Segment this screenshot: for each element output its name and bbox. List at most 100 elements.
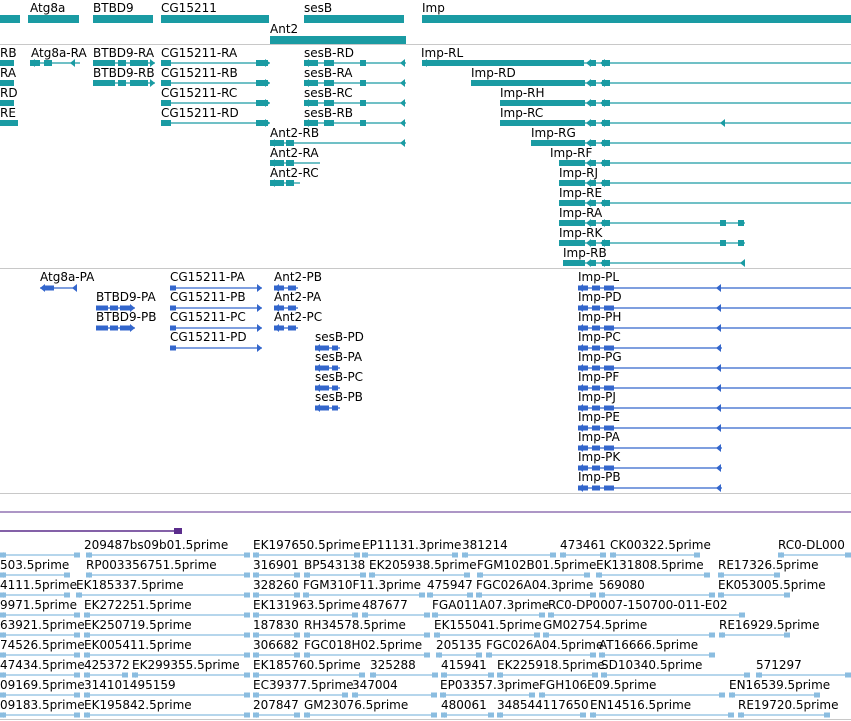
transcript-label[interactable]: RB bbox=[0, 46, 17, 60]
est-label[interactable]: 473461 bbox=[560, 538, 606, 552]
est-label[interactable]: GM23076.5prime bbox=[304, 698, 409, 712]
est-label[interactable]: 325288 bbox=[370, 658, 416, 672]
est-label[interactable]: EK195842.5prime bbox=[84, 698, 192, 712]
transcript-label[interactable]: RD bbox=[0, 86, 18, 100]
gene-label-sesb[interactable]: sesB bbox=[304, 1, 333, 15]
est-label[interactable]: EC39377.5prime bbox=[253, 678, 354, 692]
transcript-label[interactable]: BTBD9-RB bbox=[93, 66, 155, 80]
est-label[interactable]: EK053005.5prime bbox=[718, 578, 826, 592]
est-label[interactable]: 9971.5prime bbox=[0, 598, 77, 612]
transcript-label[interactable]: sesB-RC bbox=[304, 86, 353, 100]
est-label[interactable]: 328260 bbox=[253, 578, 299, 592]
transcript-label[interactable]: RE bbox=[0, 106, 16, 120]
est-label[interactable]: FGC026A04.3prime bbox=[476, 578, 594, 592]
transcript-label[interactable]: Imp-RB bbox=[563, 246, 607, 260]
est-label[interactable]: 205135 bbox=[436, 638, 482, 652]
est-label[interactable]: EK205938.5prime bbox=[369, 558, 477, 572]
est-label[interactable]: BP543138 bbox=[304, 558, 366, 572]
est-label[interactable]: RC0-DP0007-150700-011-E02 bbox=[548, 598, 728, 612]
est-label[interactable]: 425372 bbox=[84, 658, 130, 672]
est-label[interactable]: 415941 bbox=[441, 658, 487, 672]
est-label[interactable]: EK197650.5prime bbox=[253, 538, 361, 552]
est-label[interactable]: FGM310F11.3prime bbox=[303, 578, 422, 592]
est-label[interactable]: 316901 bbox=[253, 558, 299, 572]
est-label[interactable]: RH34578.5prime bbox=[304, 618, 406, 632]
transcript-label[interactable]: Imp-RE bbox=[559, 186, 603, 200]
protein-label[interactable]: sesB-PB bbox=[315, 390, 363, 404]
est-label[interactable]: FGH106E09.5prime bbox=[539, 678, 657, 692]
transcript-label[interactable]: RA bbox=[0, 66, 17, 80]
est-label[interactable]: FGM102B01.5prime bbox=[477, 558, 597, 572]
transcript-label[interactable]: Imp-RF bbox=[550, 146, 593, 160]
transcript-label[interactable]: BTBD9-RA bbox=[93, 46, 155, 60]
est-label[interactable]: 47434.5prime bbox=[0, 658, 85, 672]
est-label[interactable]: 381214 bbox=[462, 538, 508, 552]
est-label[interactable]: FGC018H02.5prime bbox=[304, 638, 423, 652]
est-label[interactable]: EK185760.5prime bbox=[253, 658, 361, 672]
est-label[interactable]: 4111.5prime bbox=[0, 578, 77, 592]
transcript-label[interactable]: sesB-RB bbox=[304, 106, 354, 120]
gene-label-imp[interactable]: Imp bbox=[422, 1, 445, 15]
est-label[interactable]: 09169.5prime bbox=[0, 678, 85, 692]
protein-label[interactable]: sesB-PA bbox=[315, 350, 363, 364]
est-label[interactable]: 314101495159 bbox=[84, 678, 176, 692]
transcript-label[interactable]: Ant2-RC bbox=[270, 166, 319, 180]
protein-label[interactable]: Atg8a-PA bbox=[40, 270, 95, 284]
est-label[interactable]: EP11131.3prime bbox=[362, 538, 462, 552]
est-label[interactable]: EK272251.5prime bbox=[84, 598, 192, 612]
transcript-label[interactable]: Imp-RL bbox=[421, 46, 464, 60]
est-label[interactable]: 571297 bbox=[756, 658, 802, 672]
est-label[interactable]: EN16539.5prime bbox=[729, 678, 831, 692]
protein-label[interactable]: Ant2-PC bbox=[274, 310, 323, 324]
est-label[interactable]: 480061 bbox=[441, 698, 487, 712]
protein-label[interactable]: Imp-PL bbox=[578, 270, 620, 284]
est-label[interactable]: 503.5prime bbox=[0, 558, 70, 572]
transcript-label[interactable]: Imp-RK bbox=[559, 226, 603, 240]
protein-label[interactable]: Imp-PG bbox=[578, 350, 622, 364]
transcript-label[interactable]: sesB-RD bbox=[304, 46, 355, 60]
protein-label[interactable]: sesB-PD bbox=[315, 330, 364, 344]
est-label[interactable]: 63921.5prime bbox=[0, 618, 85, 632]
gene-label-atg8a[interactable]: Atg8a bbox=[30, 1, 66, 15]
protein-label[interactable]: CG15211-PC bbox=[170, 310, 246, 324]
gene-label-ant2[interactable]: Ant2 bbox=[270, 22, 299, 36]
protein-label[interactable]: sesB-PC bbox=[315, 370, 364, 384]
protein-label[interactable]: CG15211-PB bbox=[170, 290, 246, 304]
est-label[interactable]: 569080 bbox=[599, 578, 645, 592]
transcript-label[interactable]: sesB-RA bbox=[304, 66, 353, 80]
est-label[interactable]: EK299355.5prime bbox=[132, 658, 240, 672]
protein-label[interactable]: CG15211-PD bbox=[170, 330, 247, 344]
transcript-label[interactable]: CG15211-RB bbox=[161, 66, 238, 80]
est-label[interactable]: RC0-DL000 bbox=[778, 538, 845, 552]
est-label[interactable]: 348544117650 bbox=[497, 698, 589, 712]
est-label[interactable]: EN14516.5prime bbox=[590, 698, 692, 712]
est-label[interactable]: AT16666.5prime bbox=[599, 638, 699, 652]
transcript-label[interactable]: Imp-RH bbox=[500, 86, 545, 100]
protein-label[interactable]: BTBD9-PA bbox=[96, 290, 156, 304]
est-label[interactable]: 74526.5prime bbox=[0, 638, 85, 652]
protein-label[interactable]: Imp-PK bbox=[578, 450, 621, 464]
transcript-label[interactable]: Imp-RJ bbox=[559, 166, 599, 180]
est-label[interactable]: 487677 bbox=[362, 598, 408, 612]
est-label[interactable]: RE17326.5prime bbox=[718, 558, 819, 572]
protein-label[interactable]: Ant2-PA bbox=[274, 290, 322, 304]
protein-label[interactable]: Imp-PA bbox=[578, 430, 620, 444]
est-label[interactable]: 207847 bbox=[253, 698, 299, 712]
gene-label-btbd9[interactable]: BTBD9 bbox=[93, 1, 134, 15]
est-label[interactable]: CK00322.5prime bbox=[610, 538, 711, 552]
est-label[interactable]: EK005411.5prime bbox=[84, 638, 192, 652]
transcript-label[interactable]: Imp-RD bbox=[471, 66, 516, 80]
protein-label[interactable]: Imp-PE bbox=[578, 410, 620, 424]
protein-label[interactable]: Imp-PJ bbox=[578, 390, 616, 404]
protein-label[interactable]: Imp-PB bbox=[578, 470, 621, 484]
est-label[interactable]: EP03357.3prime bbox=[440, 678, 540, 692]
est-label[interactable]: 306682 bbox=[253, 638, 299, 652]
est-label[interactable]: EK131963.5prime bbox=[253, 598, 361, 612]
protein-label[interactable]: Imp-PH bbox=[578, 310, 622, 324]
protein-label[interactable]: Imp-PC bbox=[578, 330, 621, 344]
protein-label[interactable]: Ant2-PB bbox=[274, 270, 322, 284]
est-label[interactable]: EK250719.5prime bbox=[84, 618, 192, 632]
protein-label[interactable]: CG15211-PA bbox=[170, 270, 245, 284]
est-label[interactable]: EK225918.5prime bbox=[497, 658, 605, 672]
est-label[interactable]: RE19720.5prime bbox=[738, 698, 839, 712]
